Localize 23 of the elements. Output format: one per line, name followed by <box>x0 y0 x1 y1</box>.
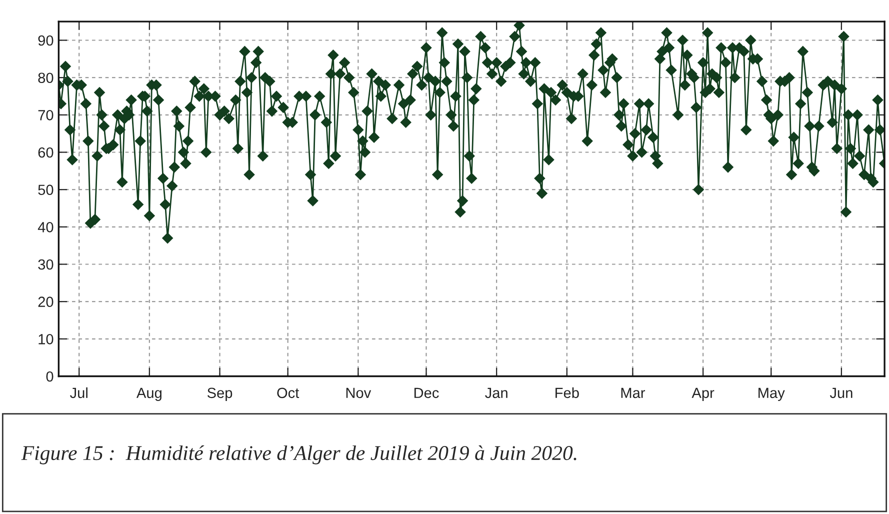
y-tick-label: 10 <box>38 334 54 344</box>
x-tick-label: Oct <box>277 388 300 398</box>
y-tick-label: 50 <box>38 184 54 196</box>
caption: Figure 15 : Humidité relative d’Alger de Juillet 2019 à Juin 2020. <box>21 445 576 464</box>
x-tick-label: Jun <box>830 388 852 398</box>
y-tick-label: 80 <box>38 72 54 84</box>
x-tick-label: Mar <box>621 388 646 398</box>
y-tick-label: 20 <box>38 296 54 308</box>
y-tick-label: 40 <box>38 222 54 232</box>
y-tick-label: 30 <box>38 259 54 270</box>
x-tick-label: Jan <box>485 388 508 398</box>
y-tick-label: 90 <box>38 35 54 46</box>
x-tick-label: Feb <box>556 387 579 398</box>
x-tick-label: Sep <box>207 388 232 401</box>
x-tick-label: Apr <box>692 388 714 401</box>
x-tick-label: May <box>758 388 785 401</box>
y-tick-label: 60 <box>38 147 54 158</box>
x-tick-label: Nov <box>346 388 372 398</box>
y-tick-label: 70 <box>38 110 54 120</box>
x-tick-label: Dec <box>414 388 439 398</box>
x-tick-label: Jul <box>70 387 88 398</box>
y-tick-label: 0 <box>46 371 54 382</box>
x-tick-label: Aug <box>136 388 162 401</box>
